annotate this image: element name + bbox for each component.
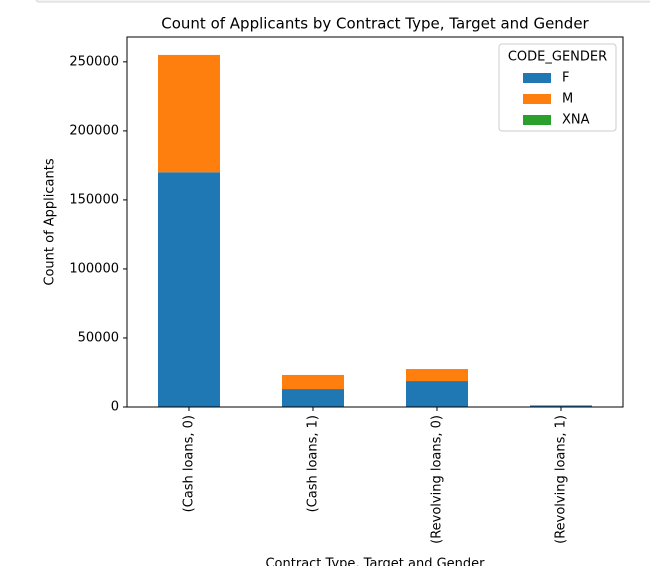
x-axis-label: Contract Type, Target and Gender	[265, 557, 485, 566]
y-tick-label: 0	[111, 400, 119, 415]
x-tick-label: (Cash loans, 0)	[182, 415, 197, 512]
legend-box	[498, 43, 617, 132]
plot-frame	[126, 36, 624, 408]
bar-segment	[406, 369, 468, 382]
legend-title: CODE_GENDER	[508, 50, 607, 65]
y-tick-label: 150000	[69, 192, 119, 207]
bar-segment	[406, 381, 468, 407]
legend-label: XNA	[562, 113, 590, 128]
bar-segment	[282, 374, 344, 390]
y-tick-label: 200000	[69, 123, 119, 138]
top-bar	[35, 0, 650, 3]
bar-segment	[530, 405, 592, 407]
y-axis-label: Count of Applicants	[43, 158, 58, 285]
legend-swatch	[523, 115, 551, 125]
legend-swatch	[523, 73, 551, 83]
y-tick-label: 50000	[78, 330, 119, 345]
legend-label: M	[562, 92, 573, 107]
bar-segment	[282, 389, 344, 407]
x-tick-label: (Revolving loans, 0)	[430, 415, 445, 544]
y-tick-label: 250000	[69, 54, 119, 69]
bar-segment	[530, 405, 592, 406]
x-tick-label: (Revolving loans, 1)	[554, 415, 569, 544]
bar-segment	[158, 54, 220, 173]
legend-label: F	[562, 71, 569, 86]
legend-swatch	[523, 94, 551, 104]
bar-segment	[158, 172, 220, 407]
chart-title: Count of Applicants by Contract Type, Ta…	[161, 15, 589, 33]
y-tick-label: 100000	[69, 261, 119, 276]
x-tick-label: (Cash loans, 1)	[306, 415, 321, 512]
